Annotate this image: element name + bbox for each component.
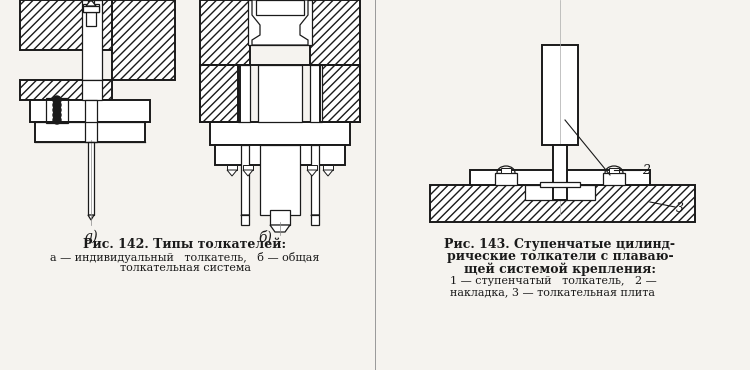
- Bar: [210, 122, 350, 145]
- Polygon shape: [252, 0, 308, 45]
- Bar: [238, 65, 250, 122]
- Bar: [85, 100, 97, 142]
- Bar: [46, 98, 68, 123]
- Polygon shape: [241, 215, 249, 222]
- Bar: [495, 173, 517, 185]
- Bar: [20, 0, 112, 50]
- Bar: [82, 80, 102, 100]
- Text: накладка, 3 — толкательная плита: накладка, 3 — толкательная плита: [450, 287, 655, 297]
- Polygon shape: [243, 170, 253, 176]
- Bar: [430, 185, 695, 222]
- Polygon shape: [311, 215, 319, 222]
- Bar: [470, 170, 650, 185]
- Text: рические толкатели с плаваю-: рические толкатели с плаваю-: [447, 250, 674, 263]
- Text: а): а): [84, 230, 98, 244]
- Bar: [501, 168, 511, 173]
- Bar: [200, 0, 250, 65]
- Circle shape: [53, 111, 61, 119]
- Bar: [322, 65, 360, 122]
- Bar: [270, 210, 290, 225]
- Bar: [603, 173, 625, 185]
- Bar: [30, 100, 150, 122]
- Bar: [20, 80, 112, 100]
- Bar: [307, 165, 317, 170]
- Text: толкательная система: толкательная система: [119, 263, 250, 273]
- Bar: [241, 145, 249, 215]
- Circle shape: [53, 101, 61, 109]
- Bar: [311, 145, 319, 215]
- Bar: [553, 145, 567, 200]
- Polygon shape: [88, 215, 94, 220]
- Text: б): б): [258, 230, 272, 244]
- Bar: [82, 0, 102, 80]
- Circle shape: [53, 106, 61, 114]
- Text: Рис. 142. Типы толкателей:: Рис. 142. Типы толкателей:: [83, 238, 286, 251]
- Bar: [86, 12, 96, 26]
- Bar: [525, 185, 595, 200]
- Text: Рис. 143. Ступенчатые цилинд-: Рис. 143. Ступенчатые цилинд-: [445, 238, 676, 251]
- Bar: [542, 45, 578, 145]
- Bar: [227, 165, 237, 170]
- Bar: [215, 145, 345, 165]
- Bar: [258, 65, 302, 122]
- Text: 2: 2: [642, 165, 650, 178]
- Bar: [320, 65, 360, 122]
- Polygon shape: [83, 6, 99, 12]
- Polygon shape: [323, 170, 333, 176]
- Polygon shape: [270, 225, 290, 232]
- Bar: [83, 4, 99, 12]
- Bar: [260, 145, 300, 215]
- Bar: [310, 0, 360, 65]
- Bar: [200, 65, 238, 122]
- Circle shape: [53, 116, 61, 124]
- Text: 1 — ступенчатый   толкатель,   2 —: 1 — ступенчатый толкатель, 2 —: [450, 276, 657, 286]
- Text: а — индивидуальный   толкатель,   б — общая: а — индивидуальный толкатель, б — общая: [50, 252, 320, 263]
- Bar: [323, 165, 333, 170]
- Bar: [311, 215, 319, 225]
- Bar: [540, 182, 580, 187]
- Bar: [243, 165, 253, 170]
- Circle shape: [53, 96, 61, 104]
- Bar: [248, 0, 312, 45]
- Polygon shape: [86, 1, 96, 6]
- Bar: [256, 0, 304, 15]
- Bar: [609, 168, 619, 173]
- Polygon shape: [227, 170, 237, 176]
- Text: 1: 1: [612, 171, 620, 184]
- Text: щей системой крепления:: щей системой крепления:: [464, 262, 656, 276]
- Bar: [35, 122, 145, 142]
- Bar: [200, 65, 240, 122]
- Bar: [88, 142, 94, 215]
- Bar: [112, 0, 175, 80]
- Bar: [88, 0, 94, 22]
- Bar: [241, 215, 249, 225]
- Bar: [310, 65, 322, 122]
- Text: 3: 3: [676, 202, 684, 215]
- Polygon shape: [307, 170, 317, 176]
